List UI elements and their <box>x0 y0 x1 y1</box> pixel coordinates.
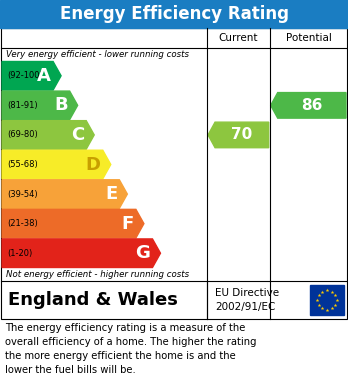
Text: E: E <box>105 185 117 203</box>
Text: (1-20): (1-20) <box>7 249 32 258</box>
Polygon shape <box>2 121 94 149</box>
Polygon shape <box>2 150 111 179</box>
Text: B: B <box>54 96 68 114</box>
Polygon shape <box>271 93 346 118</box>
Text: The energy efficiency rating is a measure of the
overall efficiency of a home. T: The energy efficiency rating is a measur… <box>5 323 256 375</box>
Text: G: G <box>136 244 150 262</box>
Text: C: C <box>71 126 84 144</box>
Text: (69-80): (69-80) <box>7 131 38 140</box>
Polygon shape <box>2 209 144 238</box>
Polygon shape <box>2 180 127 208</box>
Text: Potential: Potential <box>286 33 332 43</box>
Text: EU Directive
2002/91/EC: EU Directive 2002/91/EC <box>215 289 279 312</box>
Text: 70: 70 <box>231 127 253 142</box>
Text: (55-68): (55-68) <box>7 160 38 169</box>
Bar <box>310 285 344 315</box>
Text: (92-100): (92-100) <box>7 71 43 80</box>
Text: 86: 86 <box>301 98 323 113</box>
Text: F: F <box>122 215 134 233</box>
Text: (21-38): (21-38) <box>7 219 38 228</box>
Text: Current: Current <box>219 33 258 43</box>
Text: A: A <box>37 67 51 85</box>
Polygon shape <box>2 91 78 120</box>
Bar <box>1 28 347 319</box>
Text: Not energy efficient - higher running costs: Not energy efficient - higher running co… <box>6 270 189 279</box>
Polygon shape <box>208 122 269 148</box>
Bar <box>0 0 348 28</box>
Text: D: D <box>86 156 101 174</box>
Polygon shape <box>2 61 61 90</box>
Text: (81-91): (81-91) <box>7 101 38 110</box>
Text: England & Wales: England & Wales <box>8 291 178 309</box>
Text: Very energy efficient - lower running costs: Very energy efficient - lower running co… <box>6 50 189 59</box>
Text: (39-54): (39-54) <box>7 190 38 199</box>
Polygon shape <box>2 239 160 267</box>
Text: Energy Efficiency Rating: Energy Efficiency Rating <box>60 5 288 23</box>
